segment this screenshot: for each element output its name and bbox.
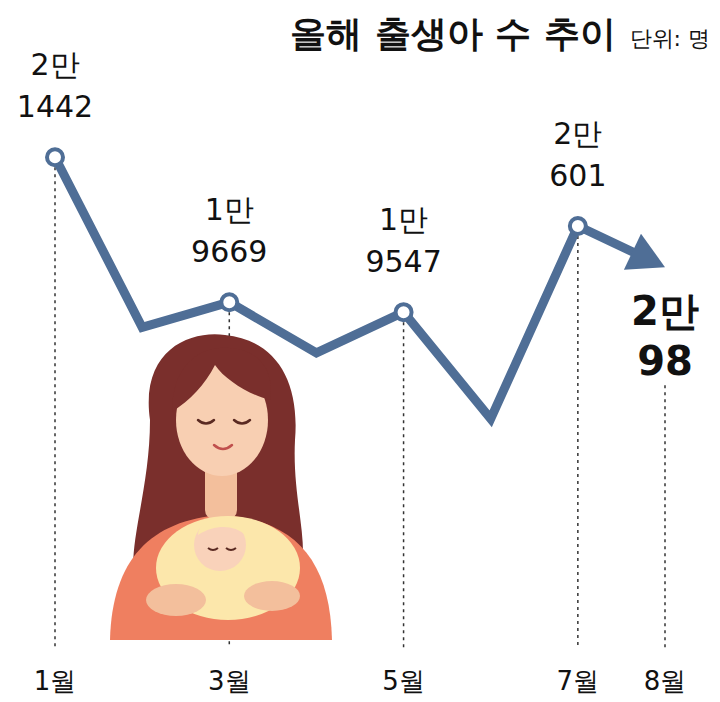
data-label-line: 1만: [205, 192, 254, 227]
data-label-line: 2만: [553, 116, 602, 151]
data-label-line: 2만: [631, 288, 699, 334]
drop-line: [577, 236, 579, 648]
data-label-line: 2만: [30, 47, 79, 82]
data-label: 1만 9669: [191, 192, 267, 269]
data-label: 2만98: [631, 288, 699, 384]
data-label-line: 601: [549, 158, 606, 193]
hand: [146, 584, 206, 616]
marker: [396, 304, 412, 320]
x-tick-label: 5월: [382, 666, 425, 696]
marker: [570, 218, 586, 234]
hair-front: [172, 348, 271, 412]
data-label: 2만 1442: [17, 47, 93, 124]
eye: [234, 420, 250, 424]
baby-eyes: [208, 548, 236, 550]
x-tick-label: 1월: [34, 666, 77, 696]
data-label-line: 9669: [191, 234, 267, 269]
drop-line: [403, 322, 405, 648]
hand: [244, 581, 300, 611]
marker: [221, 294, 237, 310]
data-label-line: 1만: [379, 202, 428, 237]
drop-line: [54, 167, 56, 648]
data-label: 2만601: [549, 116, 606, 193]
drop-line: [664, 385, 666, 648]
mouth: [214, 445, 232, 449]
illustration: [110, 334, 332, 640]
data-label-line: 98: [637, 338, 693, 384]
data-label-line: 1442: [17, 89, 93, 124]
title: 올해 출생아 수 추이: [290, 13, 616, 54]
marker: [47, 149, 63, 165]
data-label: 1만 9547: [365, 202, 441, 279]
chart: 단위: 명올해 출생아 수 추이2만14421만96691만95472만6012…: [0, 0, 720, 702]
baby-hood: [198, 517, 245, 535]
shirt: [110, 515, 332, 640]
x-tick-label: 8월: [644, 666, 687, 696]
x-tick-label: 7월: [557, 666, 600, 696]
data-label-line: 9547: [365, 244, 441, 279]
data-line: [55, 157, 636, 419]
arrowhead: [624, 234, 665, 270]
eye: [198, 420, 214, 424]
unit-label: 단위: 명: [630, 26, 710, 51]
x-tick-label: 3월: [208, 666, 251, 696]
